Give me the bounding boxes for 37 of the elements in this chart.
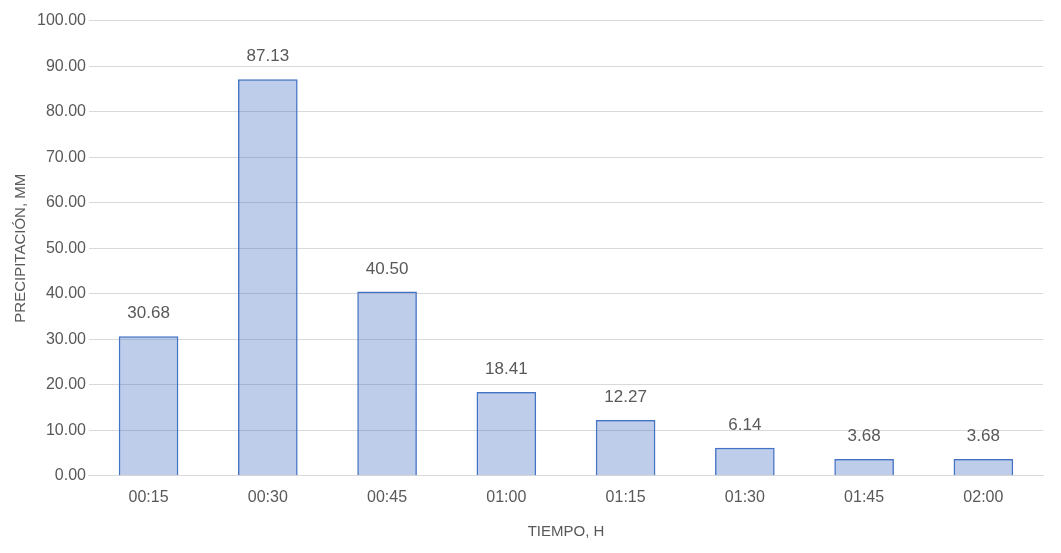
y-tick-label: 30.00 xyxy=(45,329,87,347)
y-axis-title: PRECIPITACIÓN, MM xyxy=(11,173,29,323)
bar xyxy=(118,336,179,476)
bar xyxy=(476,392,537,476)
x-axis-title: TIEMPO, H xyxy=(527,522,605,540)
data-label: 87.13 xyxy=(246,46,290,66)
bar xyxy=(953,459,1014,476)
data-label: 30.68 xyxy=(127,303,170,323)
y-tick-label: 50.00 xyxy=(45,238,87,256)
bar xyxy=(595,419,656,476)
y-tick-label: 10.00 xyxy=(45,420,87,438)
y-tick-label: 100.00 xyxy=(37,11,87,29)
bar xyxy=(357,291,417,476)
data-label: 12.27 xyxy=(604,387,647,407)
x-tick-label: 02:00 xyxy=(963,487,1004,505)
x-tick-label: 01:45 xyxy=(844,487,885,505)
y-tick-label: 40.00 xyxy=(45,284,87,302)
data-label: 3.68 xyxy=(847,426,881,446)
bar xyxy=(715,447,775,476)
bar xyxy=(238,79,298,476)
x-tick-label: 01:15 xyxy=(605,487,646,505)
y-tick-label: 20.00 xyxy=(45,375,87,393)
x-tick-label: 00:30 xyxy=(247,487,288,505)
x-tick-label: 01:00 xyxy=(486,487,527,505)
y-tick-label: 70.00 xyxy=(45,147,87,165)
data-label: 6.14 xyxy=(728,415,762,435)
bar xyxy=(834,459,894,476)
y-tick-label: 80.00 xyxy=(45,102,87,120)
x-tick-label: 00:15 xyxy=(128,487,169,505)
x-tick-label: 00:45 xyxy=(367,487,408,505)
y-tick-label: 0.00 xyxy=(54,466,87,484)
data-label: 40.50 xyxy=(365,258,409,278)
data-label: 18.41 xyxy=(485,359,528,379)
y-tick-label: 60.00 xyxy=(45,193,87,211)
data-label: 3.68 xyxy=(966,426,1000,446)
y-tick-label: 90.00 xyxy=(45,56,87,74)
x-tick-label: 01:30 xyxy=(724,487,765,505)
